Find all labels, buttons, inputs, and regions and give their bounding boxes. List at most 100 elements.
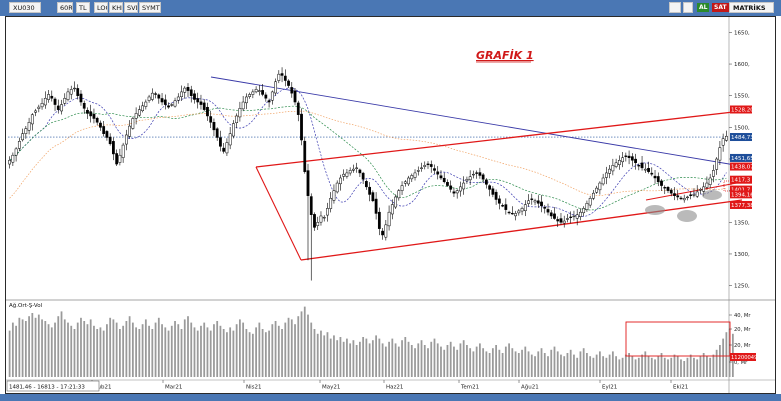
candle-body: [244, 96, 248, 104]
template-dropdown[interactable]: SYMTMP: [139, 2, 161, 13]
candle: [244, 93, 248, 110]
khr-button[interactable]: KHR: [109, 2, 123, 13]
price-label: 1528,20: [731, 107, 754, 113]
candle-body: [167, 105, 170, 108]
candle-body: [345, 172, 349, 177]
candle-body: [397, 190, 401, 199]
candle-body: [695, 191, 699, 197]
candle: [355, 162, 359, 173]
candle: [86, 107, 89, 120]
candle: [724, 130, 728, 142]
candle: [546, 203, 550, 216]
candle-body: [663, 187, 667, 189]
candle: [147, 94, 151, 103]
candle-body: [514, 213, 517, 217]
candle: [76, 84, 80, 100]
candle: [387, 205, 391, 231]
candle: [423, 161, 427, 170]
candle-body: [718, 147, 722, 161]
candle: [345, 169, 349, 179]
buy-flag[interactable]: AL: [697, 3, 710, 12]
candle: [154, 91, 157, 99]
candle: [254, 86, 258, 94]
candle: [543, 204, 547, 214]
svd-button[interactable]: SVD: [124, 2, 138, 13]
tool-icon[interactable]: [669, 2, 681, 13]
price-label-box: [730, 105, 752, 114]
candle: [523, 200, 527, 217]
candle: [144, 99, 148, 110]
candle: [34, 108, 37, 117]
sell-flag[interactable]: SAT: [712, 3, 729, 12]
grid-layer: [6, 17, 775, 393]
candle-body: [34, 110, 37, 113]
candle: [669, 188, 673, 197]
candle: [186, 83, 190, 98]
support-marker: [645, 205, 665, 215]
candle: [484, 178, 488, 189]
candle-body: [472, 173, 475, 176]
candle: [699, 187, 702, 194]
candle: [212, 118, 216, 137]
candle: [348, 167, 352, 176]
candle-body: [556, 219, 560, 222]
symbol-text: XU030: [13, 4, 35, 12]
candle-body: [702, 186, 706, 192]
candle: [267, 98, 271, 108]
currency-button[interactable]: TL: [76, 2, 90, 13]
candle-body: [14, 148, 18, 156]
candle: [82, 100, 86, 114]
candle-body: [630, 156, 634, 161]
candle: [173, 97, 177, 108]
candle-body: [523, 204, 527, 212]
candle: [134, 107, 138, 125]
draw-icon[interactable]: [683, 2, 693, 13]
candle-body: [79, 93, 83, 103]
candle: [559, 212, 563, 225]
candle: [465, 176, 469, 184]
candle-body: [478, 172, 482, 176]
candle-body: [660, 180, 663, 186]
candle: [296, 100, 300, 122]
candle-body: [491, 188, 495, 195]
candle: [235, 113, 239, 129]
candle: [621, 151, 624, 168]
candle: [183, 86, 187, 99]
candle: [647, 161, 650, 174]
candle: [410, 173, 414, 182]
candle-body: [510, 212, 514, 215]
candle-body: [536, 200, 540, 204]
candle: [497, 195, 501, 210]
price-tick-label: 1300,: [734, 252, 750, 258]
candle-body: [429, 164, 433, 167]
buy-text: AL: [699, 4, 708, 11]
ma-short-line: [9, 87, 727, 217]
time-tick-label: Eyl21: [602, 385, 617, 391]
candle-body: [199, 101, 203, 105]
candle-body: [562, 220, 566, 224]
candle: [306, 163, 310, 261]
candle-body: [643, 168, 647, 171]
candle: [118, 148, 122, 166]
candle: [595, 185, 599, 194]
candle-body: [63, 97, 67, 104]
period-text: 60R: [60, 4, 73, 12]
symbol-field[interactable]: XU030: [9, 2, 41, 13]
sell-text: SAT: [714, 4, 727, 11]
candle-body: [712, 170, 715, 177]
candle: [112, 137, 115, 161]
candle: [238, 101, 242, 122]
candle: [163, 94, 167, 110]
candle: [510, 206, 514, 215]
log-button[interactable]: LOG: [94, 2, 108, 13]
candle-body: [303, 140, 307, 172]
period-button[interactable]: 60R: [57, 2, 73, 13]
candle-body: [118, 154, 122, 163]
candle: [624, 152, 628, 162]
candle-body: [377, 211, 381, 229]
candle-body: [8, 160, 12, 165]
candle-body: [202, 102, 206, 110]
candle-body: [611, 165, 615, 172]
svd-text: SVD: [127, 4, 137, 12]
